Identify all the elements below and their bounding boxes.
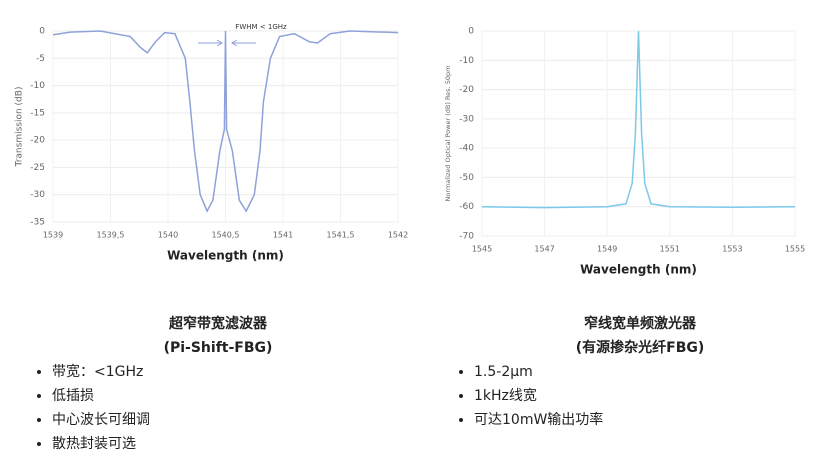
x-tick-label: 1545 — [472, 245, 492, 254]
y-tick-label: -30 — [459, 114, 474, 124]
y-axis-label: Transmission (dB) — [15, 87, 25, 168]
feature: 带宽：<1GHz — [52, 360, 418, 384]
y-tick-label: 0 — [39, 27, 45, 37]
line — [481, 30, 796, 209]
arrow — [198, 39, 223, 47]
y-tick-label: -30 — [30, 190, 45, 200]
x-tick-label: 1547 — [534, 245, 554, 254]
feature: 1.5-2μm — [474, 360, 834, 384]
product: 超窄带宽滤波器 (Pi-Shift-FBG) 带宽：<1GHz低插损中心波长可细… — [18, 312, 418, 456]
product-subtitle: (Pi-Shift-FBG) — [163, 340, 273, 356]
y-tick-label: -5 — [36, 54, 45, 64]
product: 窄线宽单频激光器 (有源掺杂光纤FBG) 1.5-2μm1kHz线宽可达10mW… — [440, 312, 834, 432]
x-tick-label: 1539,5 — [97, 231, 125, 240]
x-axis-label: Wavelength (nm) — [580, 263, 697, 277]
y-tick-label: -10 — [459, 56, 474, 66]
y-tick-label: -25 — [30, 163, 45, 173]
x-tick-label: 1551 — [660, 245, 680, 254]
x-tick-label: 1542 — [388, 231, 408, 240]
product-title: 窄线宽单频激光器 — [584, 316, 696, 332]
feature: 1kHz线宽 — [474, 384, 834, 408]
y-tick-label: -15 — [30, 108, 45, 118]
product-subtitle: (有源掺杂光纤FBG) — [575, 340, 705, 356]
x-tick-label: 1539 — [43, 231, 63, 240]
annotation: FWHM < 1GHz — [235, 23, 287, 31]
feature-list: 1.5-2μm1kHz线宽可达10mW输出功率 — [440, 360, 834, 432]
feature: 可达10mW输出功率 — [474, 408, 834, 432]
y-tick-label: -60 — [459, 202, 474, 212]
x-axis-label: Wavelength (nm) — [167, 249, 284, 263]
y-tick-label: 0 — [468, 27, 474, 37]
feature: 中心波长可细调 — [52, 408, 418, 432]
feature: 低插损 — [52, 384, 418, 408]
arrow — [231, 39, 256, 47]
y-tick-label: -20 — [30, 136, 45, 146]
x-tick-label: 1549 — [597, 245, 617, 254]
charts: 0 -5 -10 -15 -20 -25 -30 -35 1539 1539,5 1540 1540,… — [15, 23, 806, 277]
y-tick-label: -10 — [30, 81, 45, 91]
plot-frame — [481, 30, 796, 237]
x-tick-label: 1555 — [785, 245, 805, 254]
y-tick-label: -40 — [459, 144, 474, 154]
x-tick-label: 1540,5 — [212, 231, 240, 240]
y-tick-label: -50 — [459, 173, 474, 183]
x-tick-label: 1541,5 — [327, 231, 355, 240]
x-tick-label: 1553 — [722, 245, 742, 254]
y-tick-label: -70 — [459, 232, 474, 242]
y-tick-label: -35 — [30, 218, 45, 228]
feature: 散热封装可选 — [52, 432, 418, 456]
y-axis-label: Normalized Optical Power (dB) Res. 50pm — [444, 66, 452, 202]
x-tick-label: 1541 — [273, 231, 293, 240]
feature-list: 带宽：<1GHz低插损中心波长可细调散热封装可选 — [18, 360, 418, 456]
product-title: 超窄带宽滤波器 — [169, 316, 267, 332]
line — [52, 30, 399, 213]
y-tick-label: -20 — [459, 85, 474, 95]
x-tick-label: 1540 — [158, 231, 178, 240]
